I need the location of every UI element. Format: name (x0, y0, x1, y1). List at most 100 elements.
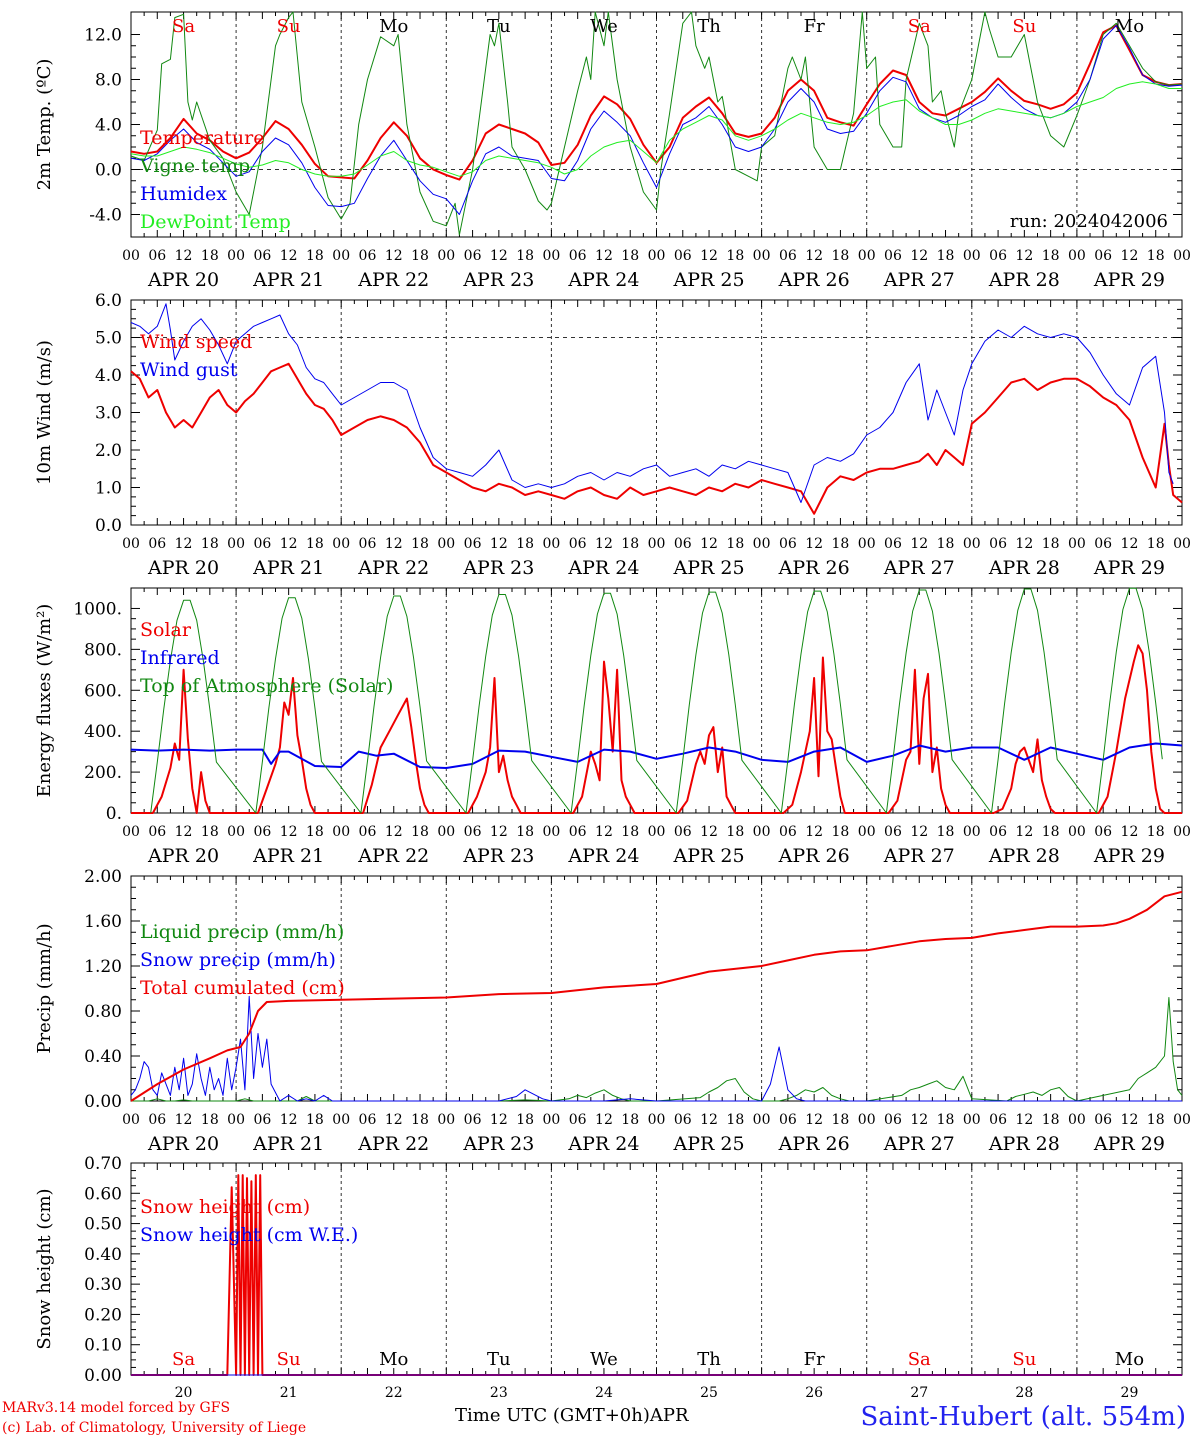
weekday-label: Mo (1115, 1349, 1144, 1370)
date-label: APR 21 (252, 845, 324, 867)
weekday-label: Sa (908, 16, 931, 37)
hour-tick-label: 18 (937, 824, 955, 840)
hour-tick-label: 00 (648, 248, 666, 264)
legend-entry: Wind speed (140, 331, 252, 353)
weekday-label: Sa (172, 1349, 195, 1370)
series-line-vigne-temp (130, 11, 1183, 236)
y-tick-label: 1.0 (95, 479, 122, 499)
hour-tick-label: 06 (359, 824, 377, 840)
hour-tick-label: 12 (175, 824, 193, 840)
hour-tick-label: 06 (359, 248, 377, 264)
hour-tick-label: 12 (490, 536, 508, 552)
hour-tick-label: 18 (937, 1112, 955, 1128)
hour-tick-label: 18 (1042, 824, 1060, 840)
hour-tick-label: 00 (1173, 248, 1191, 264)
y-tick-label: 0.20 (84, 1305, 122, 1325)
weekday-label: Th (697, 16, 721, 37)
hour-tick-label: 06 (253, 248, 271, 264)
hour-tick-label: 00 (227, 824, 245, 840)
hour-tick-label: 12 (490, 824, 508, 840)
day-number-label: 23 (490, 1385, 508, 1401)
series-line-solar (131, 644, 1182, 814)
y-tick-label: 12.0 (84, 26, 122, 46)
hour-tick-label: 00 (648, 824, 666, 840)
hour-tick-label: 00 (753, 536, 771, 552)
hour-tick-label: 18 (411, 1112, 429, 1128)
hour-tick-label: 00 (542, 824, 560, 840)
hour-tick-label: 00 (332, 248, 350, 264)
hour-tick-label: 12 (1015, 536, 1033, 552)
hour-tick-label: 00 (542, 536, 560, 552)
hour-tick-label: 06 (148, 248, 166, 264)
hour-tick-label: 00 (437, 248, 455, 264)
y-tick-label: 800. (84, 640, 122, 660)
date-label: APR 27 (883, 557, 955, 579)
hour-tick-label: 06 (359, 1112, 377, 1128)
y-tick-label: 0.30 (84, 1275, 122, 1295)
date-label: APR 28 (988, 1133, 1060, 1155)
legend-entry: Infrared (140, 647, 220, 669)
weekday-label: Su (1012, 1349, 1036, 1370)
y-tick-label: 4.0 (95, 366, 122, 386)
hour-tick-label: 12 (385, 1112, 403, 1128)
hour-tick-label: 06 (674, 1112, 692, 1128)
hour-tick-label: 12 (280, 536, 298, 552)
hour-tick-label: 18 (621, 248, 639, 264)
y-tick-label: 2.0 (95, 441, 122, 461)
hour-tick-label: 06 (779, 1112, 797, 1128)
hour-tick-label: 12 (280, 248, 298, 264)
date-label: APR 24 (567, 1133, 639, 1155)
hour-tick-label: 06 (569, 1112, 587, 1128)
date-label: APR 20 (147, 1133, 219, 1155)
y-tick-label: 1.20 (84, 957, 122, 977)
hour-tick-label: 18 (411, 824, 429, 840)
hour-tick-label: 00 (1068, 1112, 1086, 1128)
lab-credit: (c) Lab. of Climatology, University of L… (2, 1420, 307, 1436)
hour-tick-label: 12 (1121, 536, 1139, 552)
weekday-label: Th (697, 1349, 721, 1370)
y-tick-label: 8.0 (95, 71, 122, 91)
y-axis-label: Snow height (cm) (34, 1188, 55, 1349)
hour-tick-label: 18 (621, 824, 639, 840)
date-label: APR 25 (673, 845, 745, 867)
hour-tick-label: 12 (595, 536, 613, 552)
hour-tick-label: 18 (937, 248, 955, 264)
hour-tick-label: 12 (805, 1112, 823, 1128)
hour-tick-label: 18 (832, 248, 850, 264)
run-annotation: run: 2024042006 (1010, 211, 1168, 232)
date-label: APR 22 (357, 1133, 429, 1155)
hour-tick-label: 00 (1068, 248, 1086, 264)
x-axis-month: APR (649, 1405, 689, 1426)
hour-tick-label: 00 (227, 1112, 245, 1128)
hour-tick-label: 12 (700, 248, 718, 264)
series-line-infrared (130, 742, 1183, 769)
hour-tick-label: 06 (989, 248, 1007, 264)
y-tick-label: 0.40 (84, 1245, 122, 1265)
day-number-label: 29 (1121, 1385, 1139, 1401)
hour-tick-label: 18 (1147, 536, 1165, 552)
hour-tick-label: 18 (1147, 824, 1165, 840)
hour-tick-label: 06 (569, 824, 587, 840)
hour-tick-label: 12 (175, 536, 193, 552)
hour-tick-label: 12 (175, 1112, 193, 1128)
hour-tick-label: 06 (884, 536, 902, 552)
station-name: Saint-Hubert (alt. 554m) (860, 1402, 1186, 1432)
hour-tick-label: 06 (464, 536, 482, 552)
series-line-liquid-precip-mm-h (131, 997, 1183, 1102)
hour-tick-label: 12 (595, 248, 613, 264)
hour-tick-label: 00 (122, 248, 140, 264)
hour-tick-label: 00 (122, 824, 140, 840)
hour-tick-label: 18 (201, 248, 219, 264)
hour-tick-label: 18 (201, 1112, 219, 1128)
hour-tick-label: 18 (411, 248, 429, 264)
date-label: APR 22 (357, 269, 429, 291)
y-tick-label: 0.0 (95, 161, 122, 181)
hour-tick-label: 06 (884, 248, 902, 264)
hour-tick-label: 12 (1015, 824, 1033, 840)
hour-tick-label: 00 (542, 1112, 560, 1128)
hour-tick-label: 12 (280, 1112, 298, 1128)
hour-tick-label: 06 (464, 1112, 482, 1128)
hour-tick-label: 12 (280, 824, 298, 840)
hour-tick-label: 06 (148, 824, 166, 840)
